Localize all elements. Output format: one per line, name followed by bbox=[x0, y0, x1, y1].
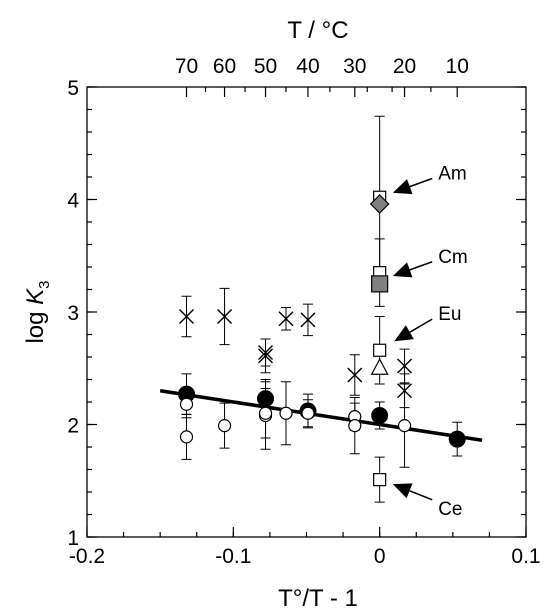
x-tick-label: -0.2 bbox=[69, 545, 105, 568]
annotation-label: Cm bbox=[438, 247, 468, 268]
x2-tick-label: 30 bbox=[343, 55, 366, 78]
y-axis-title-subscript: 3 bbox=[36, 280, 53, 288]
x-axis-title: T°/T - 1 bbox=[278, 585, 358, 612]
cross-point bbox=[347, 367, 363, 383]
cross-point bbox=[179, 309, 195, 324]
open-circle-point bbox=[301, 406, 315, 420]
filled-circle-point bbox=[448, 430, 466, 448]
data-layer: Am Cm Eu Ce bbox=[159, 115, 483, 520]
x2-tick-label: 60 bbox=[213, 55, 236, 78]
annotation-arrow-line bbox=[409, 490, 433, 501]
open-circle-point bbox=[179, 397, 194, 411]
y-tick-label: 2 bbox=[67, 415, 79, 438]
x2-tick-label: 40 bbox=[296, 55, 319, 78]
cross-point bbox=[217, 309, 233, 324]
x2-tick-label: 70 bbox=[175, 55, 198, 78]
x-tick-label: -0.1 bbox=[215, 545, 251, 568]
open-circle-point bbox=[179, 430, 194, 444]
gray-diamond-point bbox=[369, 194, 390, 214]
open-triangle-point bbox=[370, 357, 389, 375]
cross-point bbox=[397, 358, 413, 374]
y-tick-label: 1 bbox=[67, 527, 79, 550]
annotation-label: Am bbox=[438, 164, 467, 185]
y-tick-label: 3 bbox=[67, 302, 79, 325]
x2-tick-label: 50 bbox=[254, 55, 277, 78]
annotation-arrow-line bbox=[409, 318, 433, 333]
cross-point bbox=[258, 345, 274, 360]
x-tick-label: 0 bbox=[374, 545, 386, 568]
y-tick-label: 4 bbox=[67, 190, 79, 213]
annotation-label: Ce bbox=[438, 499, 462, 520]
annotation-arrow-head bbox=[392, 262, 413, 278]
annotation-arrow-head bbox=[392, 179, 413, 195]
annotation-arrow-head bbox=[394, 325, 414, 342]
open-circle-point bbox=[348, 419, 362, 433]
gray-square-point bbox=[371, 275, 389, 293]
y-axis-title: log K3 bbox=[22, 280, 53, 343]
open-circle-point bbox=[217, 419, 232, 433]
cross-point bbox=[397, 383, 413, 399]
cross-point bbox=[300, 312, 316, 328]
x-tick-label: 0.1 bbox=[511, 545, 540, 568]
annotation-label: Eu bbox=[438, 304, 461, 325]
annotation-arrow-head bbox=[392, 483, 413, 499]
fit-line bbox=[159, 389, 483, 442]
top-axis-title: T / °C bbox=[287, 17, 348, 44]
open-square-point bbox=[373, 473, 387, 487]
x2-tick-label: 20 bbox=[393, 55, 416, 78]
y-tick-label: 5 bbox=[67, 77, 79, 100]
filled-circle-point bbox=[257, 390, 275, 408]
annotation-arrow-line bbox=[409, 177, 433, 188]
open-circle-point bbox=[397, 419, 412, 433]
tick-layer: -0.2 -0.1 0 0.1 1 2 3 4 5 70 60 50 40 30 20 10 bbox=[67, 55, 540, 568]
x2-tick-label: 10 bbox=[446, 55, 469, 78]
cross-point bbox=[258, 348, 274, 364]
open-square-point bbox=[373, 343, 387, 357]
annotation-arrow-line bbox=[409, 261, 433, 271]
y-axis-title-symbol: K bbox=[22, 288, 49, 305]
open-circle-point bbox=[258, 406, 273, 420]
cross-point bbox=[278, 311, 294, 327]
y-axis-title-main: log bbox=[22, 305, 49, 344]
open-circle-point bbox=[279, 406, 293, 420]
filled-circle-point bbox=[371, 407, 389, 424]
